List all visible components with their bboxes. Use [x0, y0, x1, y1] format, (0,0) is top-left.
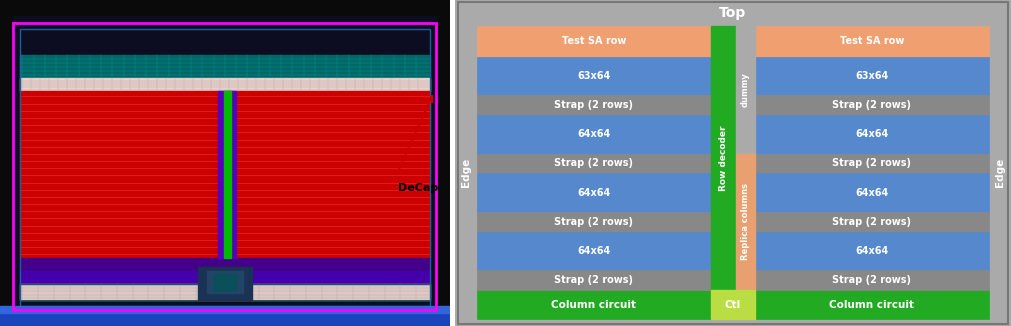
Bar — [20, 284, 430, 300]
Bar — [20, 78, 430, 91]
Bar — [755, 115, 989, 154]
Bar — [218, 91, 237, 258]
Bar — [755, 270, 989, 290]
Text: Test SA row: Test SA row — [562, 37, 626, 46]
Bar — [213, 274, 237, 290]
Text: Column circuit: Column circuit — [829, 300, 915, 310]
Text: Strap (2 rows): Strap (2 rows) — [554, 275, 634, 285]
Bar — [477, 212, 711, 232]
Text: 64x64: 64x64 — [577, 129, 611, 139]
Text: Strap (2 rows): Strap (2 rows) — [554, 100, 634, 110]
Bar — [736, 154, 755, 290]
Text: Strap (2 rows): Strap (2 rows) — [832, 275, 912, 285]
Bar — [755, 290, 989, 319]
Bar — [477, 173, 711, 212]
Bar — [207, 271, 243, 293]
Bar — [20, 284, 430, 300]
Bar — [755, 212, 989, 232]
Bar — [20, 91, 430, 258]
Bar — [20, 271, 430, 284]
Bar — [477, 232, 711, 270]
Bar — [711, 290, 755, 319]
Text: Test SA row: Test SA row — [840, 37, 904, 46]
Bar — [989, 26, 1011, 319]
Bar — [477, 57, 711, 95]
Text: 64x64: 64x64 — [855, 129, 889, 139]
Bar — [455, 26, 477, 319]
Text: Strap (2 rows): Strap (2 rows) — [832, 100, 912, 110]
Bar — [477, 290, 711, 319]
Text: 64x64: 64x64 — [577, 246, 611, 256]
Bar — [711, 26, 736, 290]
Text: 63x64: 63x64 — [855, 71, 889, 81]
Text: 64x64: 64x64 — [855, 246, 889, 256]
Text: Top: Top — [720, 6, 746, 20]
Bar — [198, 267, 252, 300]
Text: Ctl: Ctl — [725, 300, 741, 310]
Bar — [0, 310, 450, 326]
Bar — [477, 154, 711, 173]
Bar — [755, 95, 989, 115]
Bar — [755, 57, 989, 95]
Bar — [0, 306, 450, 313]
Text: DeCap: DeCap — [398, 183, 439, 193]
Text: dummy: dummy — [741, 72, 750, 107]
Text: Edge: Edge — [995, 158, 1005, 187]
Text: 63x64: 63x64 — [577, 71, 611, 81]
Bar — [223, 91, 231, 258]
Text: Edge: Edge — [461, 158, 471, 187]
Bar — [755, 232, 989, 270]
Text: 64x64: 64x64 — [855, 188, 889, 198]
Bar — [477, 26, 711, 57]
Bar — [477, 95, 711, 115]
Bar — [20, 55, 430, 78]
Bar — [477, 115, 711, 154]
Bar — [455, 0, 1011, 26]
Bar — [477, 270, 711, 290]
Text: 64x64: 64x64 — [577, 188, 611, 198]
Text: Strap (2 rows): Strap (2 rows) — [554, 217, 634, 227]
Bar — [20, 29, 430, 306]
Text: Strap (2 rows): Strap (2 rows) — [554, 158, 634, 169]
Bar — [736, 26, 755, 154]
Text: Replica columns: Replica columns — [741, 183, 750, 260]
Bar — [13, 23, 437, 310]
Bar — [755, 26, 989, 57]
Text: Strap (2 rows): Strap (2 rows) — [832, 158, 912, 169]
Text: Column circuit: Column circuit — [551, 300, 637, 310]
Text: Strap (2 rows): Strap (2 rows) — [832, 217, 912, 227]
Bar — [20, 258, 430, 284]
Bar — [755, 154, 989, 173]
Bar — [755, 173, 989, 212]
Text: Row decoder: Row decoder — [719, 126, 728, 191]
